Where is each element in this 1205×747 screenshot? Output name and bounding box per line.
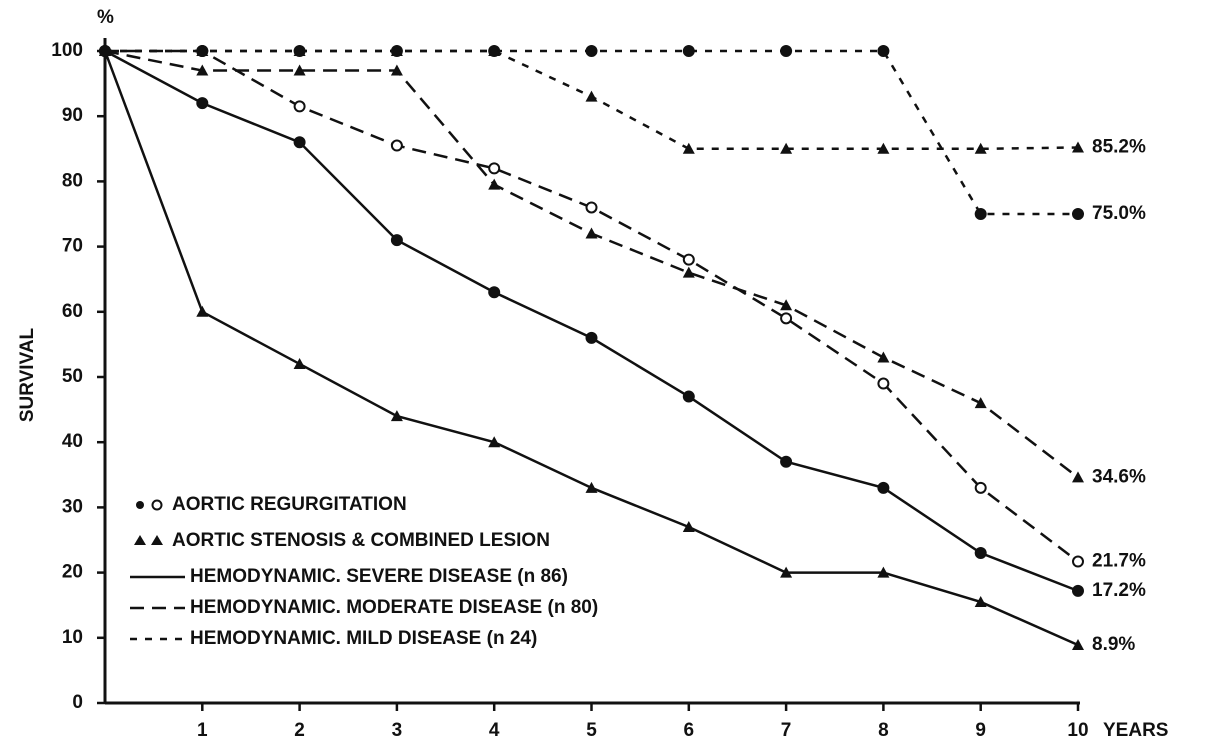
value-label: 21.7% <box>1092 551 1146 572</box>
point <box>196 64 209 76</box>
y-axis-label: SURVIVAL <box>17 327 38 422</box>
point <box>488 286 501 299</box>
legend-label: AORTIC STENOSIS & COMBINED LESION <box>172 530 550 551</box>
point <box>488 178 501 190</box>
point <box>877 142 890 154</box>
point <box>1072 638 1084 650</box>
point <box>682 45 695 57</box>
x-tick-label: 3 <box>392 720 403 741</box>
point <box>390 45 403 56</box>
y-tick-label: 40 <box>62 431 83 452</box>
x-tick-label: 6 <box>684 720 695 741</box>
legend-label: HEMODYNAMIC. SEVERE DISEASE (n 86) <box>190 566 568 587</box>
y-tick-label: 90 <box>62 105 83 126</box>
point <box>682 142 695 154</box>
point <box>390 410 403 422</box>
y-tick-label: 100 <box>51 40 83 61</box>
point <box>780 299 793 311</box>
legend-marker <box>151 499 163 511</box>
y-tick-label: 80 <box>62 170 83 191</box>
x-tick-label: 10 <box>1067 720 1088 741</box>
point <box>196 97 209 110</box>
value-label: 8.9% <box>1092 634 1135 655</box>
point <box>99 45 111 56</box>
point <box>585 481 598 493</box>
point <box>780 455 793 468</box>
x-axis-label: YEARS <box>1103 720 1168 741</box>
point <box>293 100 306 113</box>
point <box>196 305 209 317</box>
point <box>974 142 987 154</box>
y-unit-label: % <box>97 7 114 28</box>
point <box>293 64 306 76</box>
y-tick-label: 70 <box>62 236 83 257</box>
point <box>488 436 501 448</box>
point <box>877 481 890 494</box>
value-label: 75.0% <box>1092 203 1146 224</box>
x-tick-label: 7 <box>781 720 792 741</box>
point <box>974 595 987 607</box>
point <box>1072 555 1084 568</box>
series-line <box>105 49 1078 216</box>
point <box>1072 208 1084 220</box>
point <box>877 566 890 578</box>
point <box>585 45 598 57</box>
point <box>488 162 501 175</box>
point <box>682 390 695 403</box>
point <box>1072 141 1084 153</box>
point <box>780 312 793 325</box>
legend-marker <box>136 501 144 509</box>
legend-marker <box>134 535 163 545</box>
x-tick-label: 5 <box>586 720 597 741</box>
x-tick-label: 4 <box>489 720 500 741</box>
legend: AORTIC REGURGITATION AORTIC STENOSIS & C… <box>130 494 598 649</box>
point <box>682 266 695 278</box>
point <box>974 481 987 494</box>
value-label: 17.2% <box>1092 580 1146 601</box>
point <box>585 90 598 102</box>
point <box>585 201 598 214</box>
point <box>974 208 987 220</box>
point <box>390 64 403 76</box>
y-tick-label: 30 <box>62 496 83 517</box>
point <box>780 45 793 57</box>
point <box>1072 584 1084 597</box>
value-label: 34.6% <box>1092 466 1146 487</box>
legend-label: AORTIC REGURGITATION <box>172 494 407 515</box>
point <box>196 45 209 56</box>
x-tick-label: 2 <box>294 720 305 741</box>
y-tick-label: 20 <box>62 562 83 583</box>
y-tick-label: 0 <box>72 692 83 713</box>
point <box>780 566 793 578</box>
point <box>877 45 890 57</box>
y-tick-label: 50 <box>62 366 83 387</box>
value-label: 85.2% <box>1092 137 1146 158</box>
point <box>877 351 890 363</box>
point <box>974 397 987 409</box>
point <box>974 547 987 560</box>
point <box>877 377 890 390</box>
y-tick-label: 10 <box>62 627 83 648</box>
point <box>390 139 403 152</box>
x-tick-label: 9 <box>975 720 986 741</box>
point <box>293 45 306 56</box>
point <box>585 227 598 239</box>
point <box>1072 471 1084 483</box>
series-line <box>104 49 1079 479</box>
legend-label: HEMODYNAMIC. MILD DISEASE (n 24) <box>190 628 537 649</box>
point <box>293 136 306 149</box>
point <box>682 253 695 266</box>
legend-label: HEMODYNAMIC. MODERATE DISEASE (n 80) <box>190 597 598 618</box>
point <box>585 331 598 344</box>
series-line <box>103 50 1079 647</box>
x-tick-label: 8 <box>878 720 889 741</box>
point <box>682 520 695 532</box>
point <box>390 234 403 247</box>
point <box>293 357 306 369</box>
point <box>488 45 501 56</box>
y-tick-label: 60 <box>62 301 83 322</box>
point <box>780 142 793 154</box>
x-tick-label: 1 <box>197 720 208 741</box>
